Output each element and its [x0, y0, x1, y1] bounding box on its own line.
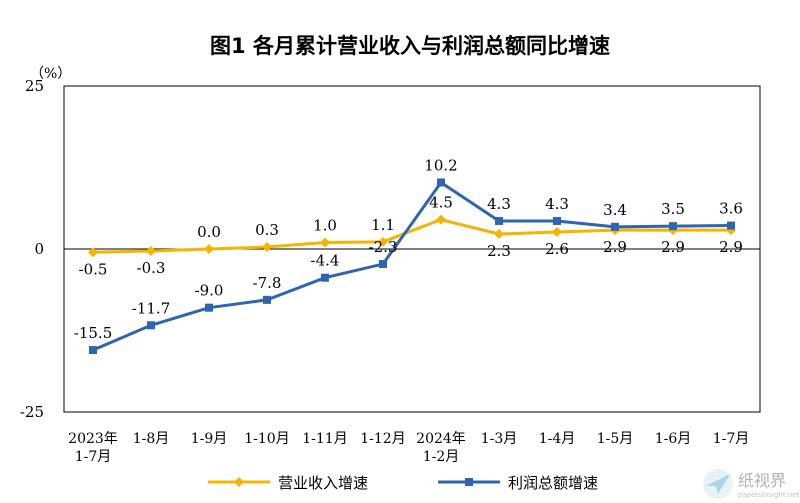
data-label-revenue: 2.3: [487, 242, 511, 260]
legend-item-profit: 利润总额增速: [438, 474, 598, 492]
watermark-subtext: papersinsight.net: [738, 491, 800, 499]
series-line-profit: [92, 180, 732, 352]
data-point-revenue: [494, 229, 504, 240]
x-tick-label: 1-4月: [539, 431, 576, 447]
data-label-revenue: 2.9: [661, 238, 685, 256]
legend-label-revenue: 营业收入增速: [278, 474, 368, 492]
data-label-profit: 10.2: [424, 156, 457, 174]
watermark: 纸视界 papersinsight.net: [703, 469, 800, 499]
x-tick-label: 1-9月: [191, 431, 228, 447]
x-tick-label: 1-10月: [244, 431, 289, 447]
data-point-profit: [611, 222, 619, 231]
data-label-revenue: 1.0: [313, 216, 337, 234]
data-label-profit: -15.5: [74, 324, 112, 342]
data-label-profit: 3.5: [661, 200, 685, 218]
data-label-profit: 4.3: [545, 195, 569, 213]
data-label-profit: -11.7: [132, 299, 170, 317]
data-point-revenue: [262, 242, 272, 253]
y-axis: 25 0 -25: [20, 77, 44, 421]
watermark-text: 纸视界: [738, 471, 786, 490]
y-tick-label: 25: [25, 77, 44, 95]
data-label-revenue: 1.1: [371, 216, 395, 234]
data-label-profit: 3.6: [719, 200, 743, 218]
data-point-revenue: [88, 247, 98, 258]
data-point-profit: [437, 178, 445, 187]
data-label-profit: -4.4: [311, 252, 340, 270]
data-point-profit: [321, 273, 329, 282]
legend: 营业收入增速 利润总额增速: [208, 474, 598, 492]
y-tick-label: -25: [20, 403, 44, 421]
x-tick-label: 1-3月: [481, 431, 518, 447]
data-point-profit: [379, 259, 387, 268]
paper-plane-logo-icon: [703, 469, 733, 499]
series-layer: [88, 178, 736, 355]
data-point-profit: [669, 222, 677, 231]
data-point-revenue: [378, 236, 388, 247]
data-labels: -0.5 -0.3 0.0 0.3 1.0 1.1 4.5 2.3 2.6 2.9 2.9 2.9 -1…: [74, 156, 743, 342]
x-tick-label: 1-7月: [713, 431, 750, 447]
data-label-profit: -9.0: [195, 282, 224, 300]
data-label-revenue: 0.0: [197, 223, 221, 241]
x-axis: 2023年 1-7月 1-8月 1-9月 1-10月 1-11月 1-12月 2024年 1-2…: [68, 431, 749, 465]
chart-title: 图1 各月累计营业收入与利润总额同比增速: [210, 34, 610, 58]
y-axis-unit: （%）: [30, 66, 71, 82]
data-label-profit: 4.3: [487, 195, 511, 213]
legend-marker-revenue: [234, 477, 244, 487]
data-label-profit: -7.8: [253, 274, 282, 292]
x-tick-label: 1-8月: [133, 431, 170, 447]
x-tick-label: 2023年 1-7月: [68, 431, 118, 465]
data-label-revenue: 2.9: [719, 238, 743, 256]
data-label-profit: -2.3: [369, 238, 398, 256]
x-tick-label: 1-6月: [655, 431, 692, 447]
data-label-revenue: 4.5: [429, 194, 453, 212]
series-line-revenue: [92, 218, 731, 254]
data-point-revenue: [320, 237, 330, 248]
data-point-revenue: [552, 227, 562, 238]
data-label-revenue: -0.5: [79, 260, 108, 278]
data-point-profit: [553, 216, 561, 225]
data-point-revenue: [436, 214, 446, 225]
data-label-revenue: 0.3: [255, 221, 279, 239]
data-point-profit: [147, 321, 155, 330]
data-point-profit: [205, 303, 213, 312]
legend-label-profit: 利润总额增速: [508, 474, 598, 492]
data-point-profit: [727, 221, 735, 230]
legend-marker-profit: [465, 478, 473, 486]
data-point-revenue: [146, 245, 156, 256]
data-label-revenue: 2.6: [545, 240, 569, 258]
data-label-profit: 3.4: [603, 201, 627, 219]
data-label-revenue: 2.9: [603, 238, 627, 256]
data-point-profit: [495, 216, 503, 225]
x-tick-label: 2024年 1-2月: [416, 431, 466, 465]
data-point-revenue: [204, 244, 214, 254]
x-tick-label: 1-11月: [302, 431, 347, 447]
data-point-profit: [89, 346, 97, 355]
data-point-profit: [263, 295, 271, 304]
x-tick-label: 1-5月: [597, 431, 634, 447]
legend-item-revenue: 营业收入增速: [208, 474, 368, 492]
x-tick-label: 1-12月: [360, 431, 405, 447]
data-label-revenue: -0.3: [137, 259, 166, 277]
y-tick-label: 0: [34, 240, 44, 258]
